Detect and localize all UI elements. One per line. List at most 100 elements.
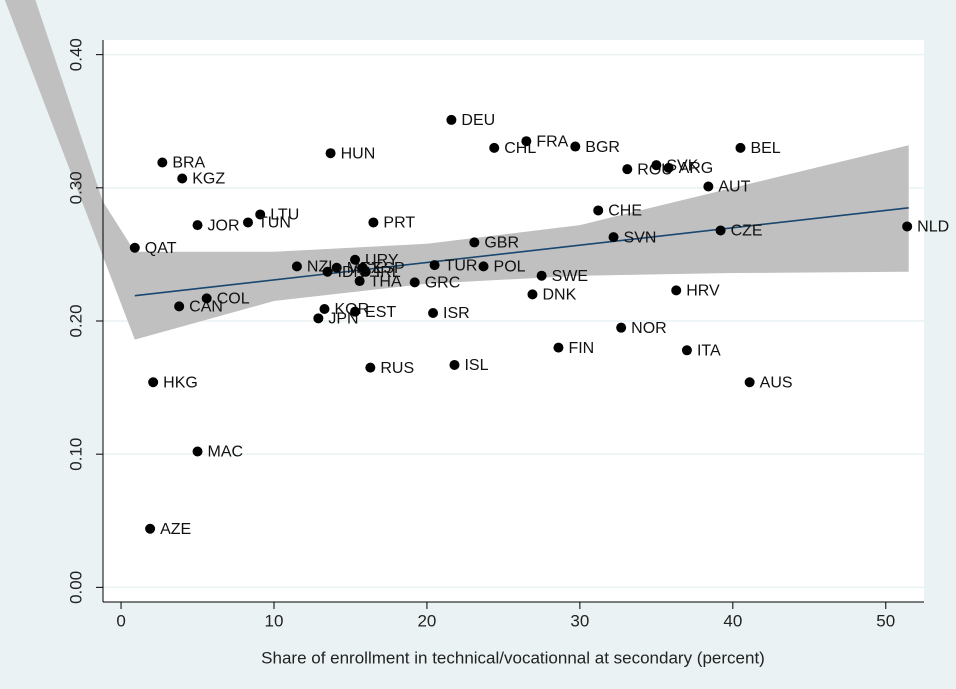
point [192,220,203,231]
point [242,217,253,228]
point-label: NOR [631,320,667,337]
point-label: ISR [443,305,470,322]
point-label: URY [365,252,399,269]
point-label: PRT [383,215,415,232]
y-tick-label: 0.20 [66,304,85,337]
point-label: FIN [568,340,594,357]
point [177,173,188,184]
y-tick-label: 0.40 [66,38,85,71]
point-label: ISL [464,357,488,374]
point [744,377,755,388]
point-label: AZE [160,521,191,538]
point-label: FRA [536,133,568,150]
x-axis-label: Share of enrollment in technical/vocatio… [261,648,765,667]
point-label: CAN [189,299,223,316]
point-label: JOR [208,217,240,234]
point [536,270,547,281]
point-label: LTU [270,207,299,224]
y-tick-label: 0.10 [66,438,85,471]
point [715,225,726,236]
y-tick-label: 0.00 [66,571,85,604]
point-label: JPN [328,311,358,328]
mark-layer: QATBRAKGZJORLTUTUNCANCOLHKGMACAZEHUNMEXP… [129,112,949,538]
point-label: DNK [542,287,576,304]
confidence-band [4,0,909,340]
point [350,254,361,265]
point-label: ARG [679,160,714,177]
point-label: TUN [258,215,291,232]
point [681,345,692,356]
point [325,148,336,159]
point-label: IRL [376,264,401,281]
point [521,136,532,147]
point [469,237,480,248]
axis-layer: 0.00 0.10 0.20 0.30 0.40 0 10 20 30 40 50 [66,38,895,630]
point-label: AUT [718,179,750,196]
band-layer [4,0,909,340]
point-label: POL [494,259,526,276]
point-label: ITA [697,343,721,360]
point [651,160,662,171]
x-tick-label: 30 [570,611,589,630]
x-tick-label: 40 [723,611,742,630]
point [192,446,203,457]
x-tick-label: 10 [265,611,284,630]
point-label: BRA [172,155,205,172]
point-label: COL [217,291,250,308]
point [365,362,376,373]
point-label: SVN [624,229,657,246]
point-label: GBR [484,235,519,252]
point-label: TUR [445,257,478,274]
point-label: KGZ [192,171,225,188]
point [255,209,266,220]
point-label: RUS [380,360,414,377]
point-label: SVK [666,157,698,174]
point-label: BGR [585,139,620,156]
fit-line [134,207,909,297]
y-tick-label: 0.30 [66,171,85,204]
point [428,308,439,319]
point [291,261,302,272]
point [174,301,185,312]
point [409,277,420,288]
point [663,162,674,173]
point [322,266,333,277]
point-label: AUS [760,374,793,391]
point [446,114,457,125]
point [478,261,489,272]
point-label: THA [370,273,402,290]
point [313,313,324,324]
point [429,260,440,271]
point-label: CZE [731,223,763,240]
x-tick-label: 20 [417,611,436,630]
point-label: BEL [750,140,780,157]
point [354,276,365,287]
point-label: GRC [425,275,461,292]
point [157,157,168,168]
point [553,342,564,353]
point [368,217,379,228]
point [350,306,361,317]
point-label: QAT [145,240,177,257]
point-label: DEU [461,112,495,129]
point-label: NLD [917,219,949,236]
point-label: EST [365,304,396,321]
point [449,359,460,370]
x-tick-label: 50 [876,611,895,630]
point-label: SWE [552,268,588,285]
point [360,266,371,277]
point-label: ESP [373,260,405,277]
point [331,262,342,273]
point [616,322,627,333]
point-label: CHL [504,140,536,157]
point-label: NZL [307,259,337,276]
point [735,142,746,153]
point [902,221,913,232]
point [593,205,604,216]
point [671,285,682,296]
point [145,523,156,534]
point-label: HKG [163,374,198,391]
point [319,304,330,315]
